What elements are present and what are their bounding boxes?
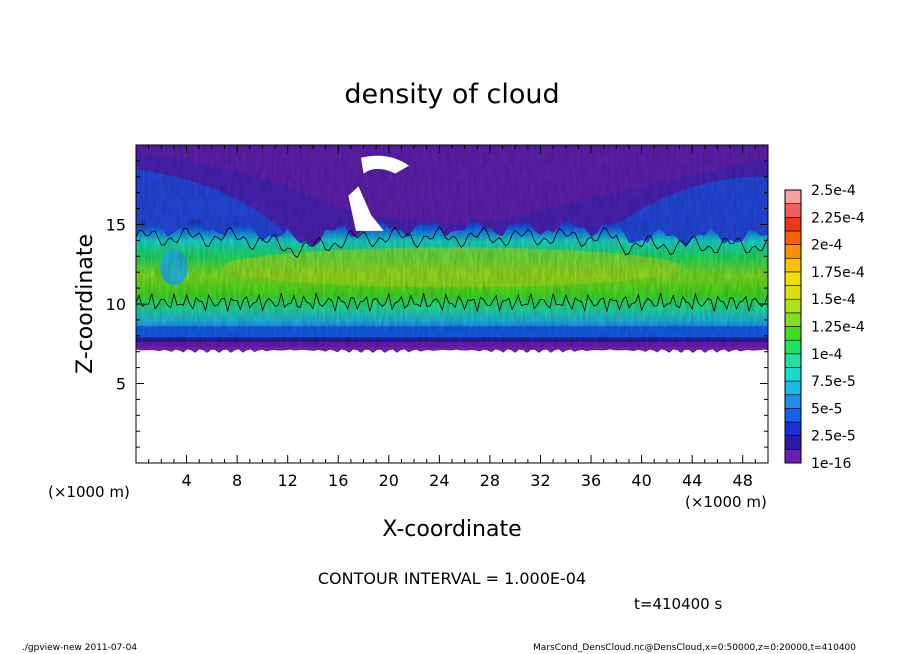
x-tick-label: 40: [631, 471, 651, 490]
contour-upper: [136, 226, 768, 259]
colorbar-label: 2.25e-4: [811, 210, 865, 226]
y-axis-ticks: 5 10 15: [106, 216, 126, 394]
colorbar-segment: [784, 408, 802, 423]
x-axis-label: X-coordinate: [382, 517, 521, 542]
y-tick-label: 10: [106, 295, 126, 314]
field-gap-middle: [348, 186, 384, 231]
plot-frame: [135, 144, 769, 464]
colorbar-label: 2e-4: [811, 238, 843, 254]
colorbar-label: 7.5e-5: [811, 374, 856, 390]
x-tick-label: 28: [480, 471, 500, 490]
colorbar-label: 5e-5: [811, 401, 842, 417]
footer-right: MarsCond_DensCloud.nc@DensCloud,x=0:5000…: [533, 643, 856, 653]
x-tick-label: 12: [278, 471, 298, 490]
x-tick-label: 36: [581, 471, 601, 490]
y-tick-label: 15: [106, 216, 126, 235]
x-axis-ticks: 4 8 12 16 20 24 28 32 36 40 44 48: [181, 471, 752, 490]
x-tick-label: 16: [328, 471, 348, 490]
x-tick-label: 32: [530, 471, 550, 490]
contour-interval-text: CONTOUR INTERVAL = 1.000E-04: [318, 569, 586, 588]
colorbar-segment: [784, 326, 802, 341]
colorbar-segment: [784, 285, 802, 300]
time-text: t=410400 s: [634, 595, 722, 613]
y-tick-label: 5: [116, 375, 126, 394]
field-gap-top: [360, 155, 410, 174]
y-axis-label: Z-coordinate: [73, 234, 98, 374]
colorbar-label: 2.5e-4: [811, 183, 856, 199]
x-tick-label: 8: [232, 471, 242, 490]
colorbar-segment: [784, 394, 802, 409]
footer-left: ./gpview-new 2011-07-04: [22, 643, 137, 653]
colorbar-segment: [784, 339, 802, 355]
colorbar-segment: [784, 217, 802, 232]
colorbar-label: 1.75e-4: [811, 265, 865, 281]
colorbar-segment: [784, 421, 802, 436]
heatmap-field: [136, 145, 768, 463]
colorbar-label: 1e-16: [811, 456, 851, 472]
colorbar-segment: [784, 203, 802, 218]
colorbar-segment: [784, 312, 802, 327]
x-tick-label: 4: [181, 471, 191, 490]
colorbar-segment: [784, 449, 802, 464]
colorbar-label: 1e-4: [811, 347, 843, 363]
colorbar-segment: [784, 435, 802, 450]
colorbar-label: 1.5e-4: [811, 292, 856, 308]
x-unit-left: (×1000 m): [48, 483, 130, 501]
colorbar-segment: [784, 380, 802, 396]
x-tick-label: 20: [379, 471, 399, 490]
colorbar-segment: [784, 367, 802, 382]
colorbar-label: 2.5e-5: [811, 429, 856, 445]
field-texture: [136, 145, 768, 347]
colorbar-segment: [784, 271, 802, 286]
colorbar-segment: [784, 298, 802, 314]
colorbar-label: 1.25e-4: [811, 320, 865, 336]
colorbar-segment: [784, 353, 802, 368]
x-tick-label: 24: [429, 471, 449, 490]
x-unit-right: (×1000 m): [685, 493, 767, 511]
contour-lower: [136, 292, 768, 313]
colorbar: 2.5e-4 2.25e-4 2e-4 1.75e-4 1.5e-4 1.25e-4 1e-…: [784, 183, 865, 472]
colorbar-border: [784, 189, 802, 464]
colorbar-segment: [784, 230, 802, 245]
x-tick-label: 44: [682, 471, 702, 490]
x-tick-label: 48: [733, 471, 753, 490]
colorbar-segment: [784, 257, 802, 273]
colorbar-segment: [784, 244, 802, 259]
colorbar-segment: [784, 189, 802, 204]
chart-title: density of cloud: [344, 79, 559, 110]
field-empty-below: [136, 352, 768, 463]
